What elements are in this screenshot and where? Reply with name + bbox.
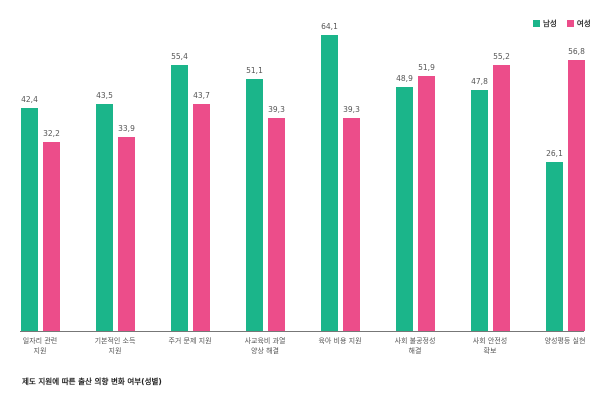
bar-female bbox=[493, 65, 510, 331]
bar-value-label: 48,9 bbox=[396, 74, 413, 83]
legend-label-female: 여성 bbox=[576, 19, 591, 28]
bar-male bbox=[546, 162, 563, 331]
bar-value-label: 64,1 bbox=[321, 22, 338, 31]
bar-value-label: 43,7 bbox=[193, 91, 210, 100]
bar-value-label: 43,5 bbox=[96, 91, 113, 100]
bar-value-label: 55,4 bbox=[171, 52, 188, 61]
x-axis-line bbox=[20, 331, 584, 332]
bar-value-label: 32,2 bbox=[43, 129, 60, 138]
bar-value-label: 33,9 bbox=[118, 124, 135, 133]
bar-female bbox=[193, 104, 210, 331]
bar-female bbox=[268, 118, 285, 331]
bar-female bbox=[118, 137, 135, 331]
category-label: 육아 비용 지원 bbox=[318, 337, 362, 345]
category-label: 양성평등 실현 bbox=[544, 337, 586, 345]
bar-value-label: 42,4 bbox=[21, 95, 38, 104]
bar-male bbox=[321, 35, 338, 331]
category-label: 일자리 관련 지원 bbox=[22, 337, 58, 355]
bar-female bbox=[43, 142, 60, 331]
bar-value-label: 51,9 bbox=[418, 63, 435, 72]
category-label: 사회 불공정성 해결 bbox=[394, 337, 436, 355]
bar-male bbox=[396, 87, 413, 331]
legend: 남성 여성 bbox=[533, 18, 591, 29]
legend-item-male: 남성 bbox=[533, 18, 557, 29]
bar-value-label: 39,3 bbox=[268, 105, 285, 114]
bar-value-label: 51,1 bbox=[246, 66, 263, 75]
bar-male bbox=[21, 108, 38, 331]
category-label: 주거 문제 지원 bbox=[168, 337, 212, 345]
bar-male bbox=[96, 104, 113, 331]
legend-swatch-male bbox=[533, 20, 540, 27]
bar-male bbox=[471, 90, 488, 331]
category-label: 사회 안전성 확보 bbox=[472, 337, 508, 355]
bar-male bbox=[171, 65, 188, 331]
bar-female bbox=[343, 118, 360, 331]
category-label: 사교육비 과열 양상 해결 bbox=[244, 337, 286, 355]
legend-item-female: 여성 bbox=[566, 18, 591, 29]
bar-female bbox=[568, 60, 585, 331]
bar-value-label: 39,3 bbox=[343, 105, 360, 114]
chart-caption: 제도 지원에 따른 출산 의향 변화 여부(성별) bbox=[22, 377, 162, 386]
bar-male bbox=[246, 79, 263, 331]
legend-swatch-female bbox=[566, 20, 574, 27]
legend-label-male: 남성 bbox=[543, 19, 557, 28]
bar-value-label: 47,8 bbox=[471, 77, 488, 86]
bar-female bbox=[418, 76, 435, 331]
category-label: 기본적인 소득 지원 bbox=[94, 337, 136, 355]
bar-value-label: 56,8 bbox=[568, 47, 585, 56]
bar-value-label: 26,1 bbox=[546, 149, 563, 158]
bar-value-label: 55,2 bbox=[493, 52, 510, 61]
